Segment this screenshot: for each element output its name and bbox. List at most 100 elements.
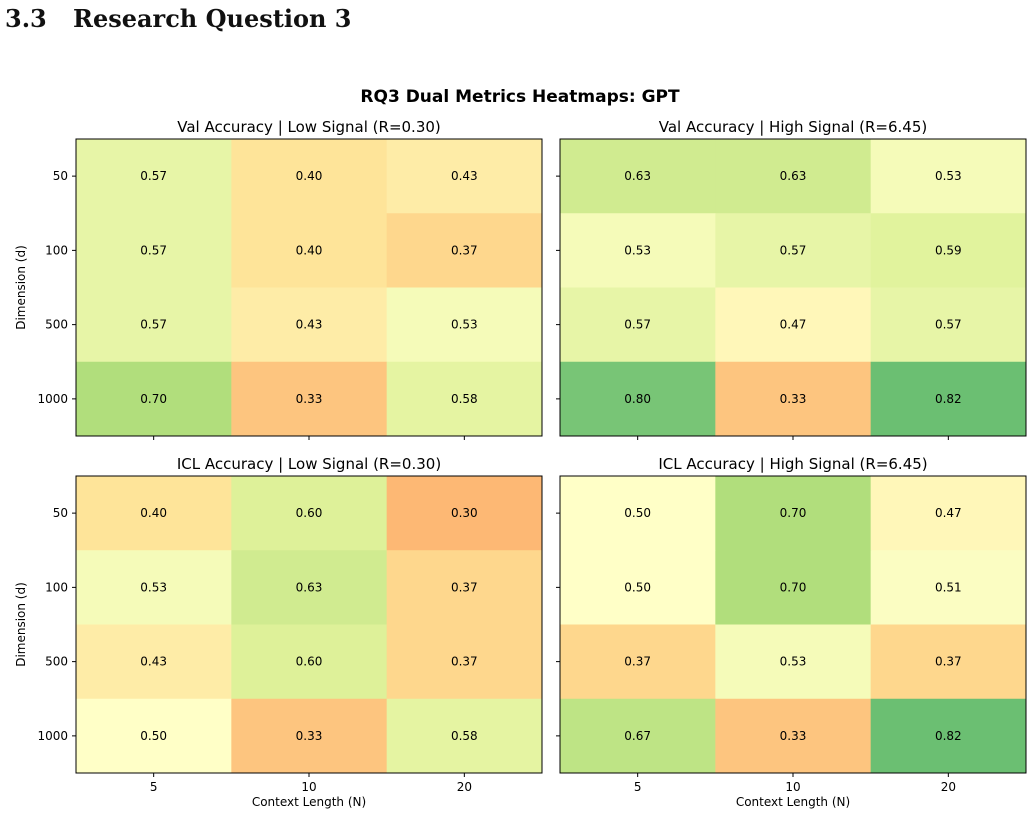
heatmap-cell bbox=[386, 698, 543, 774]
cell-value-label: 0.33 bbox=[296, 729, 323, 743]
y-axis-label: Dimension (d) bbox=[14, 245, 28, 330]
heatmap-cell bbox=[231, 476, 388, 551]
cell-value-label: 0.82 bbox=[935, 729, 962, 743]
heatmap-cell bbox=[76, 213, 232, 288]
cell-value-label: 0.57 bbox=[140, 243, 167, 257]
heatmap-cell bbox=[386, 624, 543, 700]
heatmap-panel: 0.63 0.63 0.53 0.53 0.57 0.59 0.57 0.47 0.57 0.80… bbox=[556, 118, 1027, 440]
cell-value-label: 0.33 bbox=[780, 392, 807, 406]
cell-value-label: 0.60 bbox=[296, 655, 323, 669]
heatmap-cell bbox=[386, 550, 543, 625]
heatmap-cell bbox=[386, 287, 543, 363]
cell-value-label: 0.37 bbox=[935, 655, 962, 669]
heatmap-cell bbox=[870, 139, 1027, 214]
cell-value-label: 0.50 bbox=[624, 580, 651, 594]
cell-value-label: 0.43 bbox=[296, 318, 323, 332]
heatmap-cell bbox=[560, 476, 716, 551]
heatmap-cell bbox=[386, 213, 543, 288]
heatmap-cell bbox=[870, 550, 1027, 625]
heatmap-cell bbox=[560, 361, 716, 437]
cell-value-label: 0.60 bbox=[296, 506, 323, 520]
heatmap-cell bbox=[560, 213, 716, 288]
cell-value-label: 0.43 bbox=[140, 655, 167, 669]
heatmap-cell bbox=[870, 624, 1027, 700]
cell-value-label: 0.40 bbox=[140, 506, 167, 520]
cell-value-label: 0.33 bbox=[296, 392, 323, 406]
cell-value-label: 0.63 bbox=[296, 580, 323, 594]
heatmap-cell bbox=[231, 139, 388, 214]
heatmap-cell bbox=[76, 287, 232, 363]
y-axis-label: Dimension (d) bbox=[14, 582, 28, 667]
heatmap-cell bbox=[870, 698, 1027, 774]
heatmap-panel: 0.40 0.60 0.30 0.53 0.63 0.37 0.43 0.60 0.37 0.50… bbox=[14, 455, 543, 809]
cell-value-label: 0.53 bbox=[624, 243, 651, 257]
heatmap-panel: 0.57 0.40 0.43 0.57 0.40 0.37 0.57 0.43 0.53 0.70… bbox=[14, 118, 543, 440]
heatmap-cell bbox=[715, 624, 872, 700]
heatmap-cell bbox=[231, 550, 388, 625]
cell-value-label: 0.37 bbox=[624, 655, 651, 669]
heatmap-cell bbox=[560, 698, 716, 774]
x-tick-label: 5 bbox=[634, 780, 642, 794]
heatmap-cell bbox=[231, 698, 388, 774]
x-tick-label: 10 bbox=[301, 780, 316, 794]
x-axis-label: Context Length (N) bbox=[736, 795, 850, 809]
heatmap-cell bbox=[715, 361, 872, 437]
cell-value-label: 0.43 bbox=[451, 169, 478, 183]
cell-value-label: 0.57 bbox=[935, 318, 962, 332]
heatmap-cell bbox=[870, 287, 1027, 363]
panel-title: ICL Accuracy | Low Signal (R=0.30) bbox=[177, 455, 441, 473]
panel-title: Val Accuracy | Low Signal (R=0.30) bbox=[177, 118, 441, 136]
heatmap-cell bbox=[715, 139, 872, 214]
cell-value-label: 0.58 bbox=[451, 392, 478, 406]
cell-value-label: 0.57 bbox=[780, 243, 807, 257]
heatmap-cell bbox=[715, 476, 872, 551]
heatmap-cell bbox=[870, 361, 1027, 437]
heatmap-cell bbox=[870, 476, 1027, 551]
heatmap-cell bbox=[76, 361, 232, 437]
cell-value-label: 0.57 bbox=[140, 169, 167, 183]
cell-value-label: 0.30 bbox=[451, 506, 478, 520]
section-heading: 3.3 Research Question 3 bbox=[5, 4, 351, 33]
x-axis-label: Context Length (N) bbox=[252, 795, 366, 809]
y-tick-label: 100 bbox=[45, 243, 68, 257]
heatmap-cell bbox=[560, 624, 716, 700]
heatmap-cell bbox=[386, 139, 543, 214]
x-tick-label: 20 bbox=[457, 780, 472, 794]
heatmap-cell bbox=[231, 361, 388, 437]
cell-value-label: 0.70 bbox=[780, 506, 807, 520]
chart-title: RQ3 Dual Metrics Heatmaps: GPT bbox=[360, 87, 680, 107]
y-tick-label: 50 bbox=[53, 506, 68, 520]
x-tick-label: 20 bbox=[941, 780, 956, 794]
panel-title: ICL Accuracy | High Signal (R=6.45) bbox=[658, 455, 927, 473]
heatmap-cell bbox=[386, 361, 543, 437]
cell-value-label: 0.51 bbox=[935, 580, 962, 594]
y-tick-label: 100 bbox=[45, 580, 68, 594]
y-tick-label: 500 bbox=[45, 655, 68, 669]
x-tick-label: 10 bbox=[785, 780, 800, 794]
cell-value-label: 0.53 bbox=[780, 655, 807, 669]
x-tick-label: 5 bbox=[150, 780, 158, 794]
heatmap-cell bbox=[560, 287, 716, 363]
heatmap-cell bbox=[231, 287, 388, 363]
cell-value-label: 0.50 bbox=[140, 729, 167, 743]
cell-value-label: 0.67 bbox=[624, 729, 651, 743]
cell-value-label: 0.50 bbox=[624, 506, 651, 520]
y-tick-label: 1000 bbox=[37, 729, 68, 743]
heatmap-cell bbox=[76, 550, 232, 625]
heatmap-panels: 0.57 0.40 0.43 0.57 0.40 0.37 0.57 0.43 0.53 0.70… bbox=[14, 118, 1027, 809]
cell-value-label: 0.53 bbox=[935, 169, 962, 183]
cell-value-label: 0.47 bbox=[780, 318, 807, 332]
section-title: Research Question 3 bbox=[73, 4, 352, 33]
heatmap-cell bbox=[715, 213, 872, 288]
cell-value-label: 0.40 bbox=[296, 169, 323, 183]
cell-value-label: 0.40 bbox=[296, 243, 323, 257]
cell-value-label: 0.37 bbox=[451, 580, 478, 594]
cell-value-label: 0.53 bbox=[451, 318, 478, 332]
y-tick-label: 1000 bbox=[37, 392, 68, 406]
cell-value-label: 0.63 bbox=[624, 169, 651, 183]
heatmap-cell bbox=[870, 213, 1027, 288]
panel-title: Val Accuracy | High Signal (R=6.45) bbox=[659, 118, 927, 136]
heatmap-cell bbox=[386, 476, 543, 551]
cell-value-label: 0.37 bbox=[451, 655, 478, 669]
